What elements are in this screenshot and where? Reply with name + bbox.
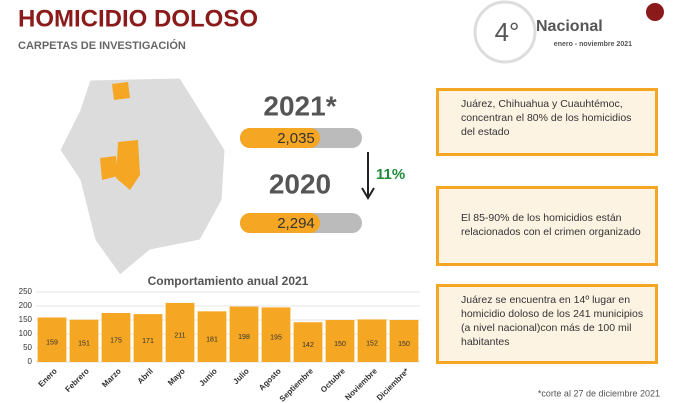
- data-label: 152: [366, 341, 378, 348]
- y-tick-label: 0: [28, 357, 33, 366]
- data-label: 195: [270, 335, 282, 342]
- change: 11%: [376, 166, 405, 183]
- data-label: 198: [238, 334, 250, 341]
- bar: [357, 319, 387, 362]
- data-label: 181: [206, 337, 218, 344]
- data-label: 150: [398, 341, 410, 348]
- bar: [101, 313, 131, 362]
- arrow-head: [361, 187, 375, 200]
- subtitle: CARPETAS DE INVESTIGACIÓN: [18, 39, 186, 52]
- value-previous: 2,294: [277, 215, 315, 232]
- x-tick-label: Enero: [37, 366, 59, 388]
- year-current: 2021*: [263, 90, 336, 121]
- bar: [37, 317, 67, 362]
- rank-label: Nacional: [536, 18, 603, 35]
- chart-title: Comportamiento anual 2021: [148, 274, 309, 288]
- note: El 85-90% de los homicidios están relaci…: [436, 186, 658, 266]
- data-label: 142: [302, 342, 314, 349]
- bar: [165, 302, 195, 362]
- x-tick-label: Junio: [197, 366, 219, 388]
- logo: [646, 3, 664, 21]
- data-label: 211: [174, 332, 185, 339]
- bar: [261, 307, 291, 362]
- y-tick-label: 250: [19, 287, 33, 296]
- title: HOMICIDIO DOLOSO: [18, 5, 258, 32]
- pill-fill: [240, 128, 320, 148]
- x-tick-label: Marzo: [100, 366, 123, 389]
- map-region: [112, 82, 130, 100]
- x-tick-label: Mayo: [166, 366, 187, 387]
- bar: [389, 320, 419, 362]
- map-region: [100, 156, 118, 180]
- note: Juárez, Chihuahua y Cuauhtémoc, concentr…: [436, 88, 658, 156]
- x-tick-label: Septiembre: [278, 366, 316, 403]
- footnote: *corte al 27 de diciembre 2021: [538, 388, 660, 398]
- bar: [69, 319, 99, 362]
- note: Juárez se encuentra en 14º lugar en homi…: [436, 284, 658, 364]
- rank-circle: [473, 0, 537, 64]
- bar: [229, 306, 259, 362]
- data-label: 151: [78, 341, 90, 348]
- x-tick-label: Abril: [136, 367, 155, 386]
- map-region: [116, 140, 140, 190]
- data-label: 175: [110, 337, 122, 344]
- bar: [325, 320, 355, 362]
- pill-fill: [240, 213, 320, 233]
- y-tick-label: 50: [23, 343, 32, 352]
- x-tick-label: Octubre: [319, 366, 347, 394]
- bar: [293, 322, 323, 362]
- value-current: 2,035: [277, 130, 315, 147]
- rank-position: 4°: [495, 17, 520, 47]
- year-previous: 2020: [269, 168, 331, 199]
- data-label: 159: [46, 340, 58, 347]
- y-tick-label: 150: [19, 315, 33, 324]
- rank-period: enero - noviembre 2021: [554, 41, 632, 48]
- y-tick-label: 100: [19, 329, 33, 338]
- x-tick-label: Julio: [231, 366, 251, 386]
- data-label: 150: [334, 341, 346, 348]
- x-tick-label: Agosto: [257, 366, 283, 392]
- x-tick-label: Noviembre: [343, 366, 379, 402]
- x-tick-label: Febrero: [63, 366, 91, 394]
- data-label: 171: [142, 338, 154, 345]
- state-map: [59, 77, 226, 276]
- bar: [133, 314, 163, 362]
- x-tick-label: Diciembre*: [375, 366, 412, 403]
- y-tick-label: 200: [19, 301, 33, 310]
- bar: [197, 311, 227, 362]
